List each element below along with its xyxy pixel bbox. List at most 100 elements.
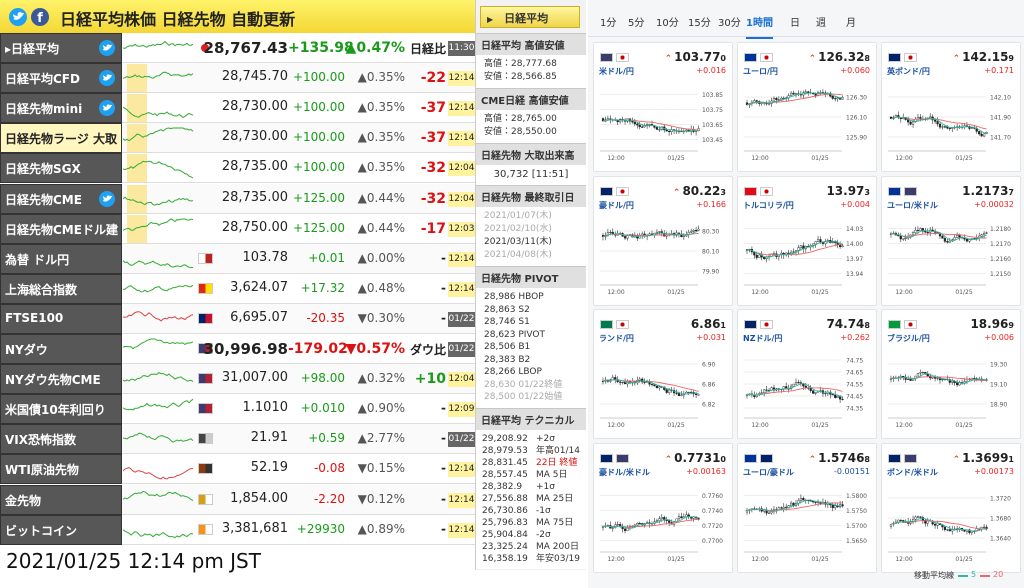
price-wrap: 6.861: [691, 317, 726, 331]
timeframe-tab[interactable]: 週: [816, 18, 826, 29]
sparkline-line: [123, 218, 194, 231]
timeframe-tab[interactable]: 10分: [656, 18, 679, 29]
row-name[interactable]: 日経先物CMEドル建: [0, 213, 122, 244]
candle-body: [760, 392, 763, 394]
twitter-icon[interactable]: [99, 70, 115, 87]
candle-body: [685, 514, 688, 517]
sparkline: [123, 214, 194, 243]
row-name[interactable]: 米国債10年利回り: [0, 394, 122, 425]
row-name[interactable]: 為替 ドル円: [0, 243, 122, 274]
social-icons[interactable]: f: [8, 7, 52, 27]
y-tick-label: 1.2180: [990, 226, 1011, 233]
ma-5: [602, 229, 699, 237]
twitter-icon[interactable]: [99, 190, 115, 207]
sidebar-line: 29,208.92 +2σ: [476, 429, 586, 445]
candle-body: [919, 372, 922, 374]
price: 103.77: [674, 50, 721, 64]
fx-panel[interactable]: ランド/円 6.861 +0.031 6.90 6.86 6.82 12:00 01/25: [593, 309, 733, 439]
candle-body: [697, 517, 700, 519]
candle-body: [621, 381, 624, 383]
candle-body: [934, 119, 937, 122]
twitter-icon[interactable]: [99, 100, 115, 117]
price: 3,624.07: [230, 279, 288, 295]
candle-body: [809, 500, 812, 502]
y-tick-label: 19.10: [990, 382, 1007, 389]
sidebar-line: 28,623 PIVOT: [476, 328, 586, 341]
y-tick-label: 1.5700: [846, 523, 867, 530]
fx-panel[interactable]: ユーロ/豪ドル ⌃ 1.57468 -0.00151 1.5800 1.5750 1.570…: [737, 442, 877, 573]
candle-body: [941, 378, 944, 381]
fx-panel[interactable]: 米ドル/円 ⌃ 103.770 +0.016 103.85 103.75 103.65 103…: [593, 42, 733, 172]
candle-body: [812, 243, 815, 246]
fx-panel[interactable]: トルコリラ/円 13.973 +0.004 14.03 14.00 13.97 13.94 1…: [737, 175, 877, 306]
fx-panel[interactable]: 豪ドル/米ドル ⌃ 0.77310 +0.00163 0.7760 0.7740 0.772…: [593, 442, 733, 573]
y-tick-label: 126.30: [846, 95, 867, 102]
y-tick-label: 103.45: [702, 137, 723, 144]
timeframe-tab[interactable]: 15分: [688, 18, 711, 29]
timeframe-tab[interactable]: 1分: [600, 18, 617, 29]
candle-body: [755, 254, 758, 258]
timeframe-tab[interactable]: 月: [846, 18, 856, 29]
sidebar-line: 28,979.53 年高01/14: [476, 444, 586, 457]
pct: ▲0.48%: [357, 280, 405, 295]
flag: [198, 403, 213, 415]
timeframe-tab[interactable]: 1時間: [746, 14, 773, 39]
mini-chart: 0.7760 0.7740 0.7720 0.7700 12:00 01/25: [600, 493, 723, 563]
price: 6,695.07: [230, 309, 288, 325]
sparkline: [123, 40, 194, 49]
candle-body: [745, 102, 749, 106]
compare: -22: [420, 70, 446, 87]
change: +0.031: [696, 333, 726, 342]
ma-5: [746, 240, 843, 257]
flag: [904, 186, 917, 196]
technical-value: 25,796.83: [482, 517, 528, 528]
row-name[interactable]: WTI原油先物: [0, 454, 122, 485]
price-small-digit: 8: [864, 54, 870, 63]
row-name[interactable]: ビットコイン: [0, 514, 122, 545]
row-name[interactable]: NYダウ: [0, 334, 122, 365]
candle-body: [956, 382, 959, 386]
candle-body: [797, 247, 800, 251]
time: 12:14: [448, 462, 475, 478]
row-name-text: 上海総合指数: [5, 282, 78, 297]
timeframe-tab[interactable]: 日: [790, 18, 800, 29]
y-tick-label: 74.35: [846, 406, 863, 413]
timeframe-tab[interactable]: 5分: [628, 18, 645, 29]
technical-label: -2σ: [536, 529, 551, 540]
row-name[interactable]: VIX恐怖指数: [0, 424, 122, 455]
flag: [744, 453, 757, 463]
fx-panel[interactable]: ポンド/米ドル ⌃ 1.36991 +0.00173 1.3720 1.3680 1.364…: [881, 442, 1021, 573]
candle-body: [675, 392, 678, 394]
flag: [616, 320, 629, 329]
row-name[interactable]: FTSE100: [0, 303, 122, 334]
sparkline: [123, 432, 194, 444]
x-tick-label: 12:00: [607, 556, 624, 563]
candle-body: [824, 393, 827, 395]
fx-panel[interactable]: 英ポンド/円 ⌃ 142.159 +0.171 142.10 141.90 141.70 12…: [881, 42, 1021, 172]
sidebar-tab[interactable]: ▶ 日経平均: [480, 6, 580, 28]
price: 1.2173: [962, 183, 1009, 198]
sidebar-line: 28,506 B1: [476, 341, 586, 354]
time: 12:04: [448, 161, 475, 177]
fx-panel[interactable]: ユーロ/円 ⌃ 126.328 +0.060 126.30 126.10 125.90 12:…: [737, 42, 877, 172]
twitter-icon[interactable]: [99, 40, 115, 56]
fx-panel[interactable]: ユーロ/米ドル 1.21737 +0.00032 1.2180 1.2170 1.2160…: [881, 175, 1021, 306]
compare: -: [441, 521, 446, 536]
row-name[interactable]: NYダウ先物CME: [0, 364, 122, 395]
page-title: 日経平均株価 日経先物 自動更新: [60, 10, 296, 29]
row-name[interactable]: 日経先物ラージ 大取: [0, 123, 122, 154]
fx-panel[interactable]: ブラジル/円 18.969 +0.006 19.30 19.10 18.90 12:00 01…: [881, 309, 1021, 439]
fx-panel[interactable]: NZドル/円 74.748 +0.262 74.75 74.65 74.55 74.45 74…: [737, 309, 877, 439]
timeframe-tab[interactable]: 30分: [718, 18, 741, 29]
candle-body: [921, 227, 924, 231]
candle-body: [697, 394, 700, 396]
fx-panel[interactable]: 豪ドル/円 ⌃ 80.223 +0.166 80.30 80.10 79.90 12:00 01…: [593, 175, 733, 306]
x-tick-label: 01/25: [811, 556, 828, 563]
row-name[interactable]: 金先物: [0, 484, 122, 515]
row-name[interactable]: 日経先物SGX: [0, 153, 122, 184]
row-name-text: 日経先物ラージ 大取: [5, 132, 117, 147]
row-name[interactable]: 上海総合指数: [0, 273, 122, 304]
change: +100.00: [292, 100, 345, 115]
flag: [600, 186, 613, 196]
candle-body: [841, 245, 844, 247]
